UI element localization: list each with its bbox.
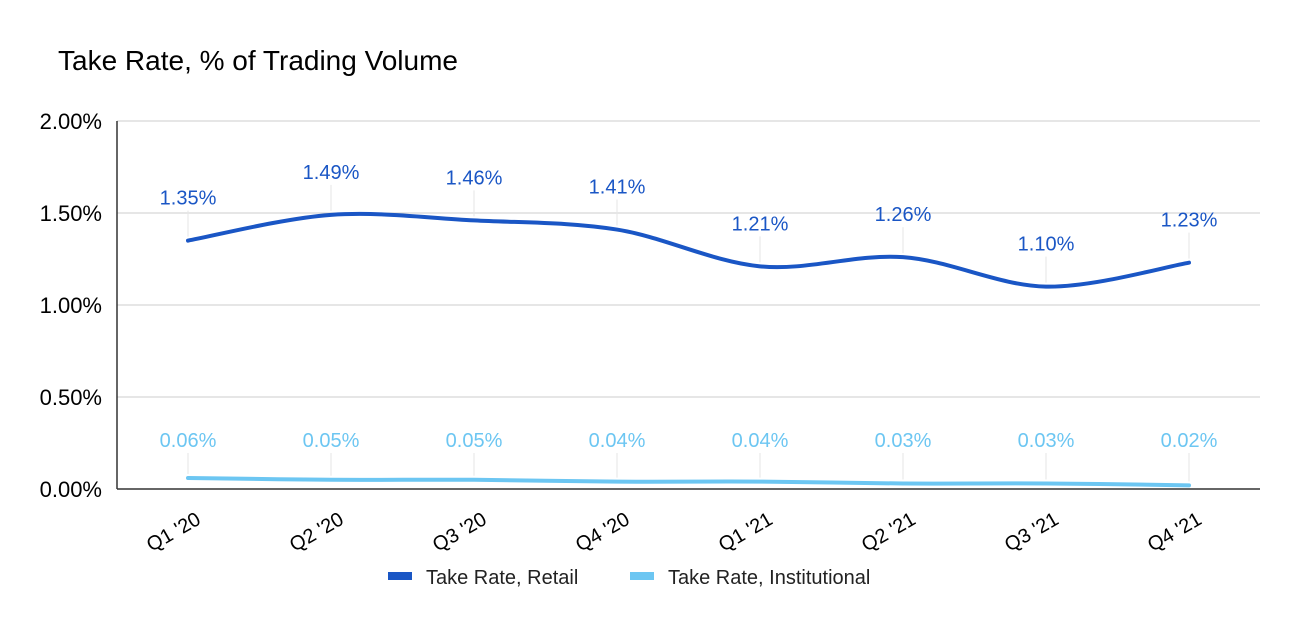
legend: Take Rate, Retail Take Rate, Institutiona…: [388, 567, 870, 589]
series-line-institutional: [186, 475, 1191, 488]
y-axis-ticks: 0.00% 0.50% 1.00% 1.50% 2.00%: [40, 109, 102, 502]
data-label: 0.03%: [1018, 430, 1075, 452]
x-tick-label: Q4 '20: [572, 508, 634, 556]
legend-label: Take Rate, Institutional: [668, 567, 870, 589]
data-label: 0.05%: [446, 430, 503, 452]
y-tick-label: 1.00%: [40, 293, 102, 318]
legend-swatch: [630, 572, 654, 580]
x-tick-label: Q2 '21: [858, 508, 920, 556]
legend-swatch: [388, 572, 412, 580]
x-tick-label: Q3 '20: [429, 508, 491, 556]
data-label: 1.46%: [446, 167, 503, 189]
data-label: 1.41%: [589, 177, 646, 199]
series-lines: [186, 211, 1191, 488]
data-labels: 1.35% 1.49% 1.46% 1.41% 1.21% 1.26% 1.10% 1.23%…: [160, 162, 1218, 452]
data-label: 1.35%: [160, 188, 217, 210]
grid: [117, 120, 1260, 398]
data-label: 1.10%: [1018, 234, 1075, 256]
x-tick-label: Q2 '20: [286, 508, 348, 556]
data-label: 0.03%: [875, 430, 932, 452]
data-label: 1.49%: [303, 162, 360, 184]
chart-title: Take Rate, % of Trading Volume: [58, 45, 458, 76]
data-label: 0.04%: [732, 430, 789, 452]
data-label: 0.06%: [160, 430, 217, 452]
y-tick-label: 0.00%: [40, 477, 102, 502]
data-label: 1.21%: [732, 213, 789, 235]
data-label: 1.26%: [875, 204, 932, 226]
label-leaders: [187, 184, 1190, 482]
axes: [116, 121, 1260, 490]
x-axis-ticks: Q1 '20 Q2 '20 Q3 '20 Q4 '20 Q1 '21 Q2 '21 Q3 '…: [143, 508, 1206, 556]
x-tick-label: Q4 '21: [1144, 508, 1206, 556]
y-tick-label: 1.50%: [40, 201, 102, 226]
x-tick-label: Q1 '20: [143, 508, 205, 556]
y-tick-label: 0.50%: [40, 385, 102, 410]
x-tick-label: Q1 '21: [715, 508, 777, 556]
data-label: 0.05%: [303, 430, 360, 452]
legend-label: Take Rate, Retail: [426, 567, 578, 589]
data-label: 0.04%: [589, 430, 646, 452]
x-tick-label: Q3 '21: [1001, 508, 1063, 556]
data-label: 0.02%: [1161, 430, 1218, 452]
data-label: 1.23%: [1161, 210, 1218, 232]
series-line-retail: [186, 211, 1191, 289]
y-tick-label: 2.00%: [40, 109, 102, 134]
